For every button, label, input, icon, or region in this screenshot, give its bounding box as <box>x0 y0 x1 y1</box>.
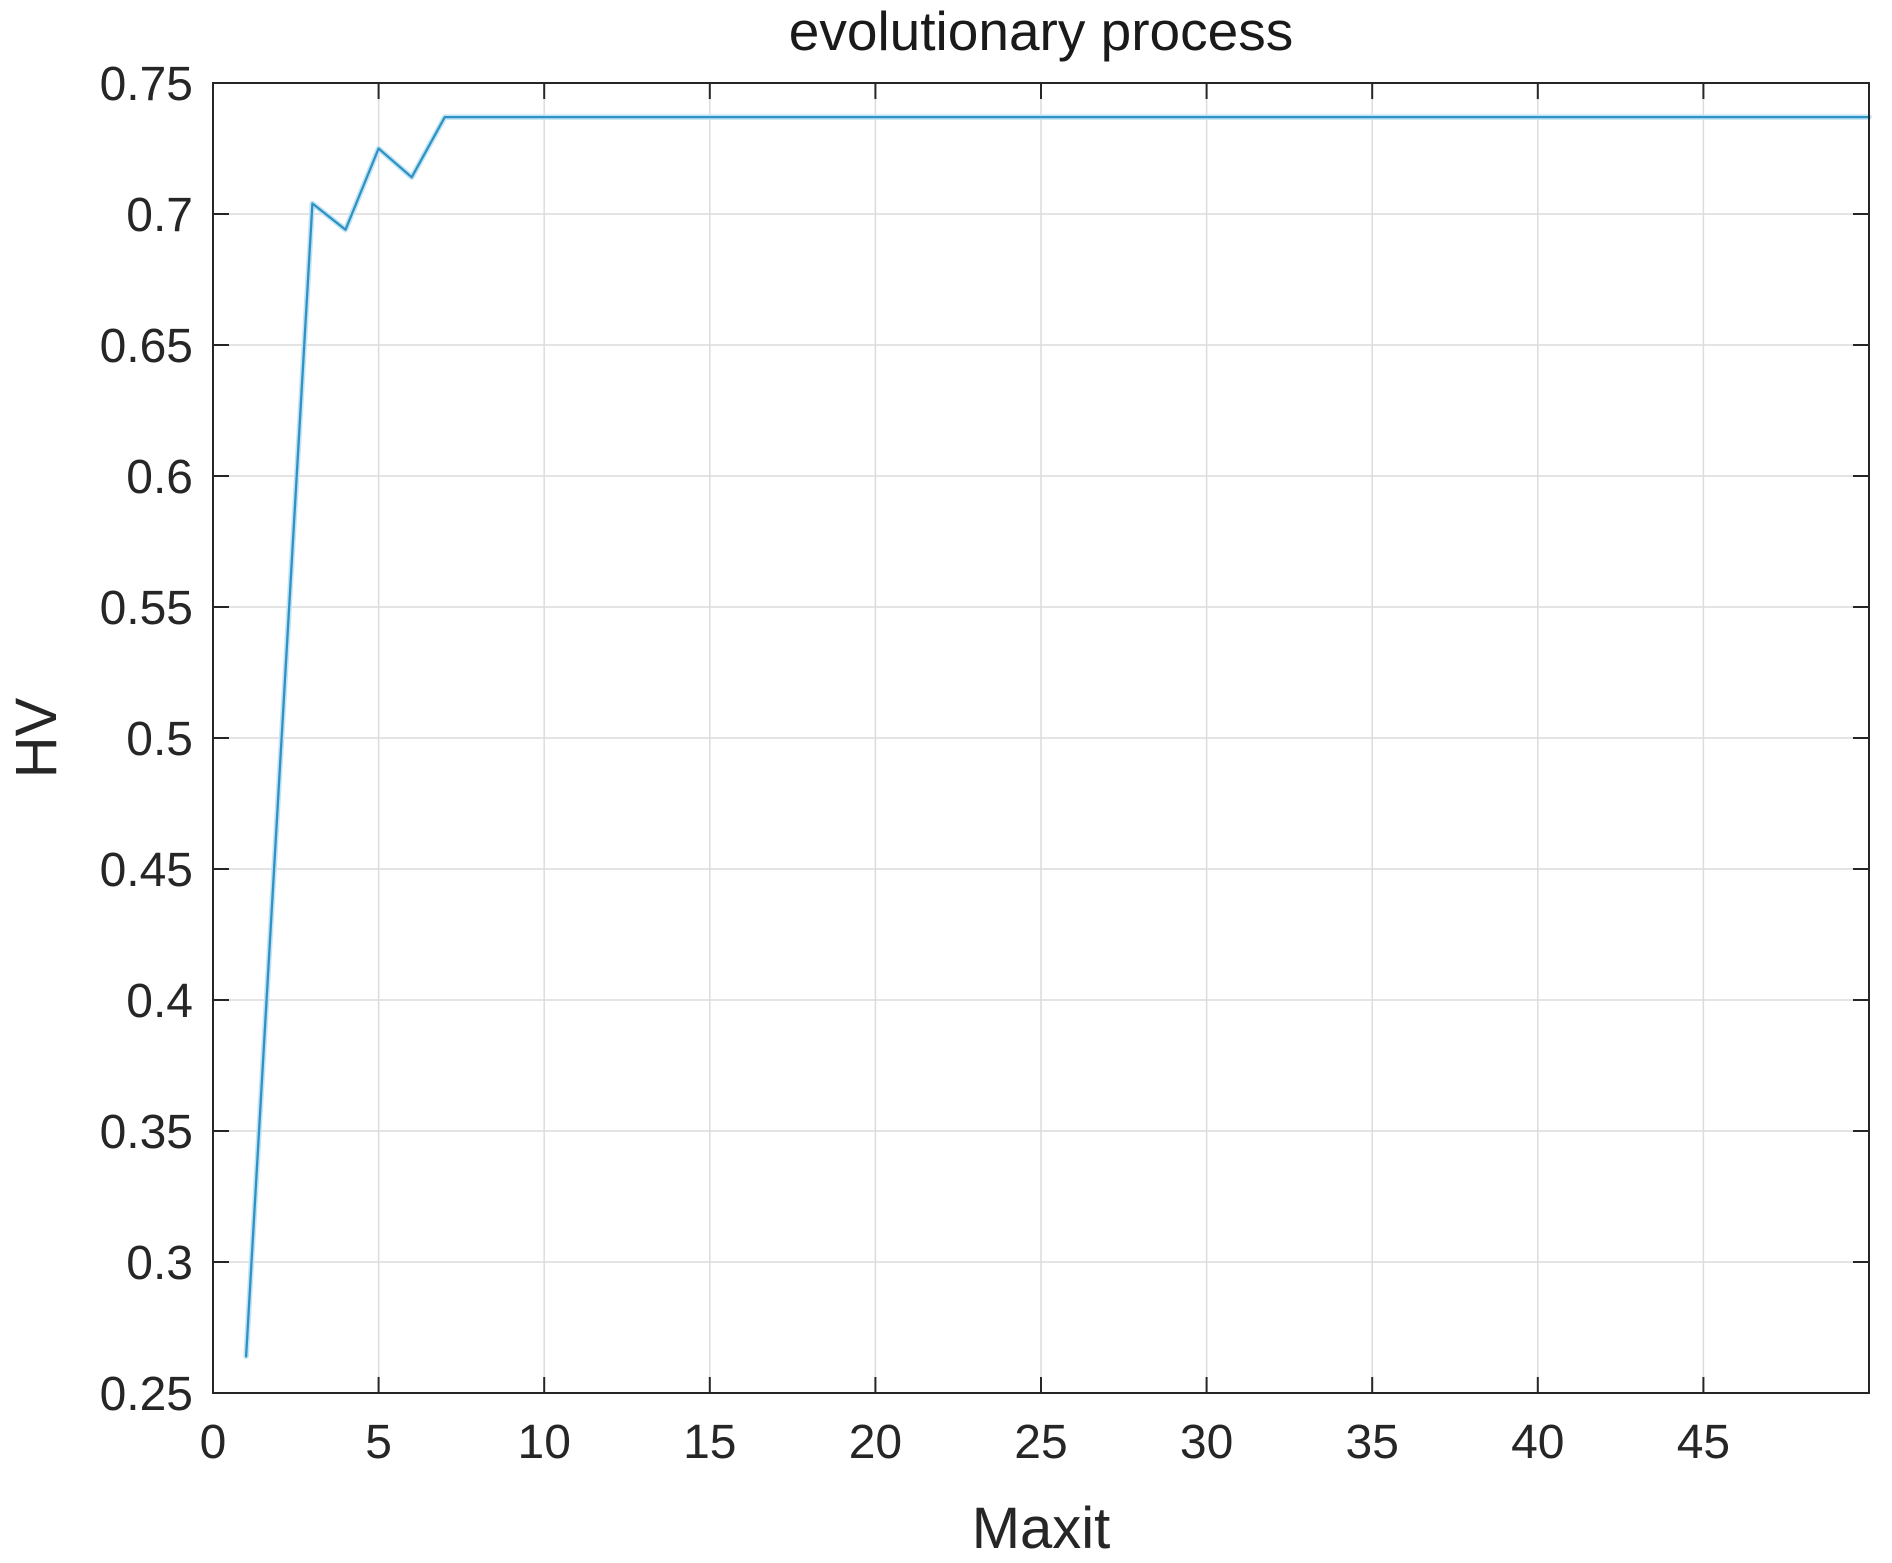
y-axis-label: HV <box>4 697 69 778</box>
x-tick-label: 40 <box>1511 1416 1564 1469</box>
series-layer <box>243 114 1872 1360</box>
y-tick-label: 0.7 <box>126 189 193 242</box>
x-tick-label: 25 <box>1014 1416 1067 1469</box>
y-tick-label: 0.25 <box>100 1368 193 1421</box>
y-tick-label: 0.3 <box>126 1237 193 1290</box>
axes-layer <box>212 82 1870 1394</box>
y-tick-label: 0.35 <box>100 1106 193 1159</box>
series-line-halo <box>243 114 1872 1360</box>
x-tick-label: 35 <box>1346 1416 1399 1469</box>
chart-title: evolutionary process <box>789 0 1293 62</box>
y-tick-label: 0.55 <box>100 582 193 635</box>
x-tick-label: 45 <box>1677 1416 1730 1469</box>
series-line <box>244 115 1871 1358</box>
y-tick-label: 0.6 <box>126 451 193 504</box>
x-tick-label: 0 <box>200 1416 227 1469</box>
x-tick-label: 20 <box>849 1416 902 1469</box>
x-tick-label: 5 <box>365 1416 392 1469</box>
x-tick-label: 30 <box>1180 1416 1233 1469</box>
y-tick-label: 0.45 <box>100 844 193 897</box>
x-tick-label: 15 <box>683 1416 736 1469</box>
x-tick-label: 10 <box>518 1416 571 1469</box>
y-tick-label: 0.5 <box>126 713 193 766</box>
y-tick-label: 0.65 <box>100 320 193 373</box>
x-axis-label: Maxit <box>972 1496 1111 1561</box>
y-tick-label: 0.75 <box>100 58 193 111</box>
y-tick-label: 0.4 <box>126 975 193 1028</box>
grid-layer <box>212 82 1869 1394</box>
tick-label-layer: 0 5 10 15 20 25 30 35 40 45 0.25 0.3 0.35 0.4 0.45 0.5 0… <box>100 58 1731 1469</box>
